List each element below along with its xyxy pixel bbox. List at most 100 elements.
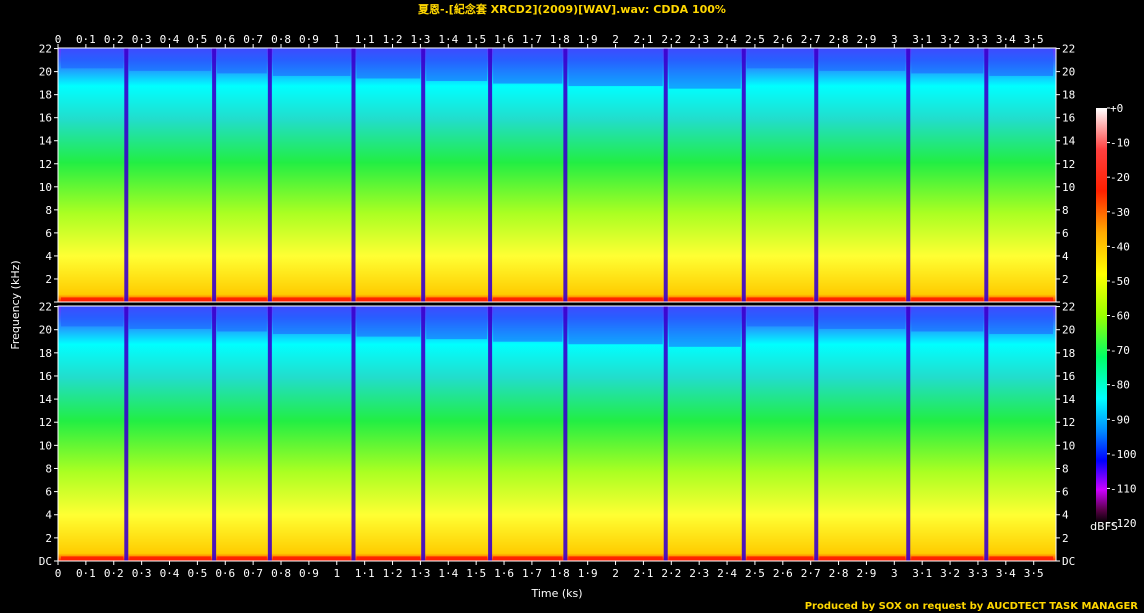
track-high-band [568,306,663,345]
x-axis-label: Time (ks) [530,587,582,600]
x-tick-label: 0·1 [76,567,96,580]
track-low-band [61,556,124,561]
track-high-band [668,306,741,347]
x-tick-label: 2·9 [856,33,876,46]
track-high-band [493,306,563,342]
x-tick-label: 1·7 [522,33,542,46]
track-low-band [746,297,814,302]
track-low-band [217,556,267,561]
x-tick-label: 1·1 [355,567,375,580]
track-high-band [217,306,267,332]
track-low-band [989,556,1053,561]
colorbar-tick-label: -50 [1110,275,1130,288]
track-low-band [819,556,906,561]
x-tick-label: 0 [55,567,62,580]
x-tick-label: 0·4 [160,567,180,580]
y-tick-label: 2 [1062,273,1069,286]
track-boundary-mark [741,48,746,302]
x-tick-label: 2·1 [633,33,653,46]
x-tick-label: 0 [55,33,62,46]
y-tick-label: 4 [45,250,52,263]
track-low-band [217,297,267,302]
track-boundary-mark [212,306,217,561]
colorbar-tick-label: -70 [1110,344,1130,357]
x-tick-label: 2·8 [829,33,849,46]
track-low-band [129,297,212,302]
x-tick-label: 1·1 [355,33,375,46]
track-boundary-mark [906,48,911,302]
track-high-band [911,48,984,74]
x-tick-label: 2·9 [856,567,876,580]
x-tick-label: 2·8 [829,567,849,580]
track-boundary-mark [663,306,668,561]
x-tick-label: 2·5 [745,567,765,580]
y-tick-label: 20 [39,324,52,337]
x-tick-label: 1·2 [383,567,403,580]
colorbar [1096,108,1107,523]
x-tick-label: 1·9 [578,567,598,580]
x-tick-label: 2·1 [633,567,653,580]
y-tick-label: 2 [1062,532,1069,545]
x-tick-label: 1·6 [494,33,514,46]
y-tick-label: 4 [1062,250,1069,263]
track-low-band [272,556,351,561]
channel-1-spectrum [58,48,1056,302]
y-tick-label: 8 [45,204,52,217]
x-tick-label: 0·2 [104,567,124,580]
y-tick-label: 10 [1062,439,1075,452]
colorbar-tick-label: -110 [1110,482,1137,495]
track-high-band [819,306,906,329]
channel-2-spectrum [58,306,1056,561]
y-tick-label: 18 [39,89,52,102]
track-boundary-mark [488,48,493,302]
track-boundary-mark [124,48,129,302]
track-low-band [746,556,814,561]
track-high-band [61,48,124,69]
y-tick-label: 4 [45,509,52,522]
y-tick-label: 22 [39,301,52,314]
y-tick-label: 16 [1062,112,1075,125]
y-axis-label: Frequency (kHz) [9,260,22,349]
x-tick-label: 3·4 [996,567,1016,580]
y-tick-label: 14 [1062,135,1076,148]
track-low-band [668,556,741,561]
colorbar-tick-label: -100 [1110,448,1137,461]
track-boundary-mark [212,48,217,302]
x-tick-label: 0·8 [271,33,291,46]
x-tick-label: 1·6 [494,567,514,580]
track-high-band [568,48,663,87]
x-tick-label: 1·8 [550,567,570,580]
track-low-band [989,297,1053,302]
x-tick-label: 3·4 [996,33,1016,46]
x-tick-label: 0·9 [299,33,319,46]
x-tick-label: 1·5 [466,567,486,580]
x-tick-label: 0·9 [299,567,319,580]
y-tick-label: 2 [45,273,52,286]
x-tick-label: 3 [891,33,898,46]
x-tick-label: 2·2 [661,33,681,46]
track-high-band [493,48,563,84]
x-tick-label: 1 [333,567,340,580]
track-low-band [819,297,906,302]
y-tick-label: 4 [1062,509,1069,522]
x-tick-label: 0·4 [160,33,180,46]
track-high-band [129,48,212,71]
track-low-band [493,556,563,561]
track-low-band [426,556,488,561]
track-boundary-mark [814,306,819,561]
y-tick-label: 6 [45,486,52,499]
track-boundary-mark [563,48,568,302]
chart-title: 夏恩-.[紀念套 XRCD2](2009)[WAV].wav: CDDA 100… [418,3,726,16]
y-tick-label: 16 [39,112,52,125]
x-tick-label: 2·7 [801,33,821,46]
colorbar-tick-label: -60 [1110,310,1130,323]
x-tick-label: 2·6 [773,567,793,580]
track-boundary-mark [741,306,746,561]
colorbar-tick-label: -30 [1110,206,1130,219]
y-tick-label: 8 [45,462,52,475]
y-tick-label: 18 [1062,347,1075,360]
x-tick-label: 3·1 [912,567,932,580]
track-high-band [746,306,814,327]
panel-frame [57,305,1057,562]
